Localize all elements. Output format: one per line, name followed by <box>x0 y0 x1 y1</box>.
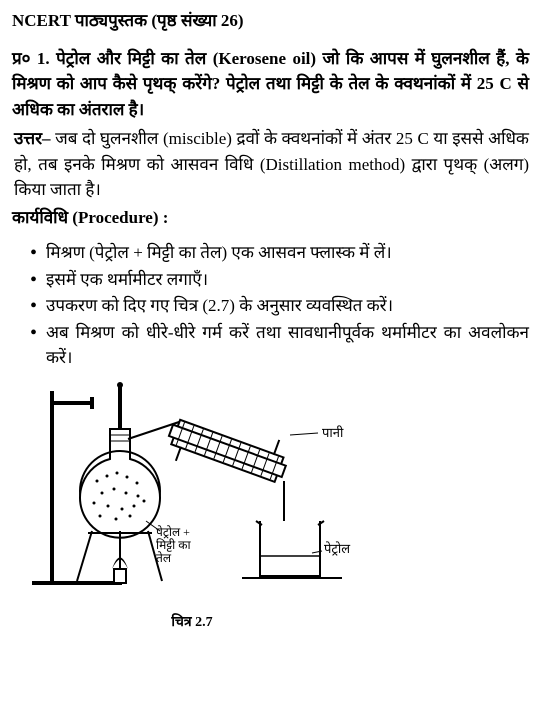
procedure-label: कार्यविधि (Procedure) : <box>12 205 529 231</box>
answer-text: जब दो घुलनशील (miscible) द्रवों के क्वथन… <box>14 129 529 199</box>
answer-label: उत्तर– <box>14 129 51 148</box>
distillation-diagram: पानी पेट्रोल + मिट्टी का तेल पेट्रोल <box>22 381 529 609</box>
label-beaker: पेट्रोल <box>324 541 350 556</box>
label-flask: पेट्रोल + मिट्टी का तेल <box>156 525 194 565</box>
question-text: पेट्रोल और मिट्टी का तेल (Kerosene oil) … <box>12 49 529 119</box>
procedure-step: मिश्रण (पेट्रोल + मिट्टी का तेल) एक आसवन… <box>30 240 529 266</box>
figure-caption: चित्र 2.7 <box>22 612 362 633</box>
question-block: प्र० 1. पेट्रोल और मिट्टी का तेल (Kerose… <box>12 46 529 123</box>
procedure-list: मिश्रण (पेट्रोल + मिट्टी का तेल) एक आसवन… <box>12 240 529 371</box>
procedure-step: इसमें एक थर्मामीटर लगाएँ। <box>30 267 529 293</box>
answer-block: उत्तर– जब दो घुलनशील (miscible) द्रवों क… <box>12 126 529 203</box>
page-header: NCERT पाठ्यपुस्तक (पृष्ठ संख्या 26) <box>12 8 529 34</box>
procedure-step: उपकरण को दिए गए चित्र (2.7) के अनुसार व्… <box>30 293 529 319</box>
question-label: प्र० 1. <box>12 49 50 68</box>
procedure-step: अब मिश्रण को धीरे-धीरे गर्म करें तथा साव… <box>30 320 529 371</box>
label-water: पानी <box>322 425 344 440</box>
